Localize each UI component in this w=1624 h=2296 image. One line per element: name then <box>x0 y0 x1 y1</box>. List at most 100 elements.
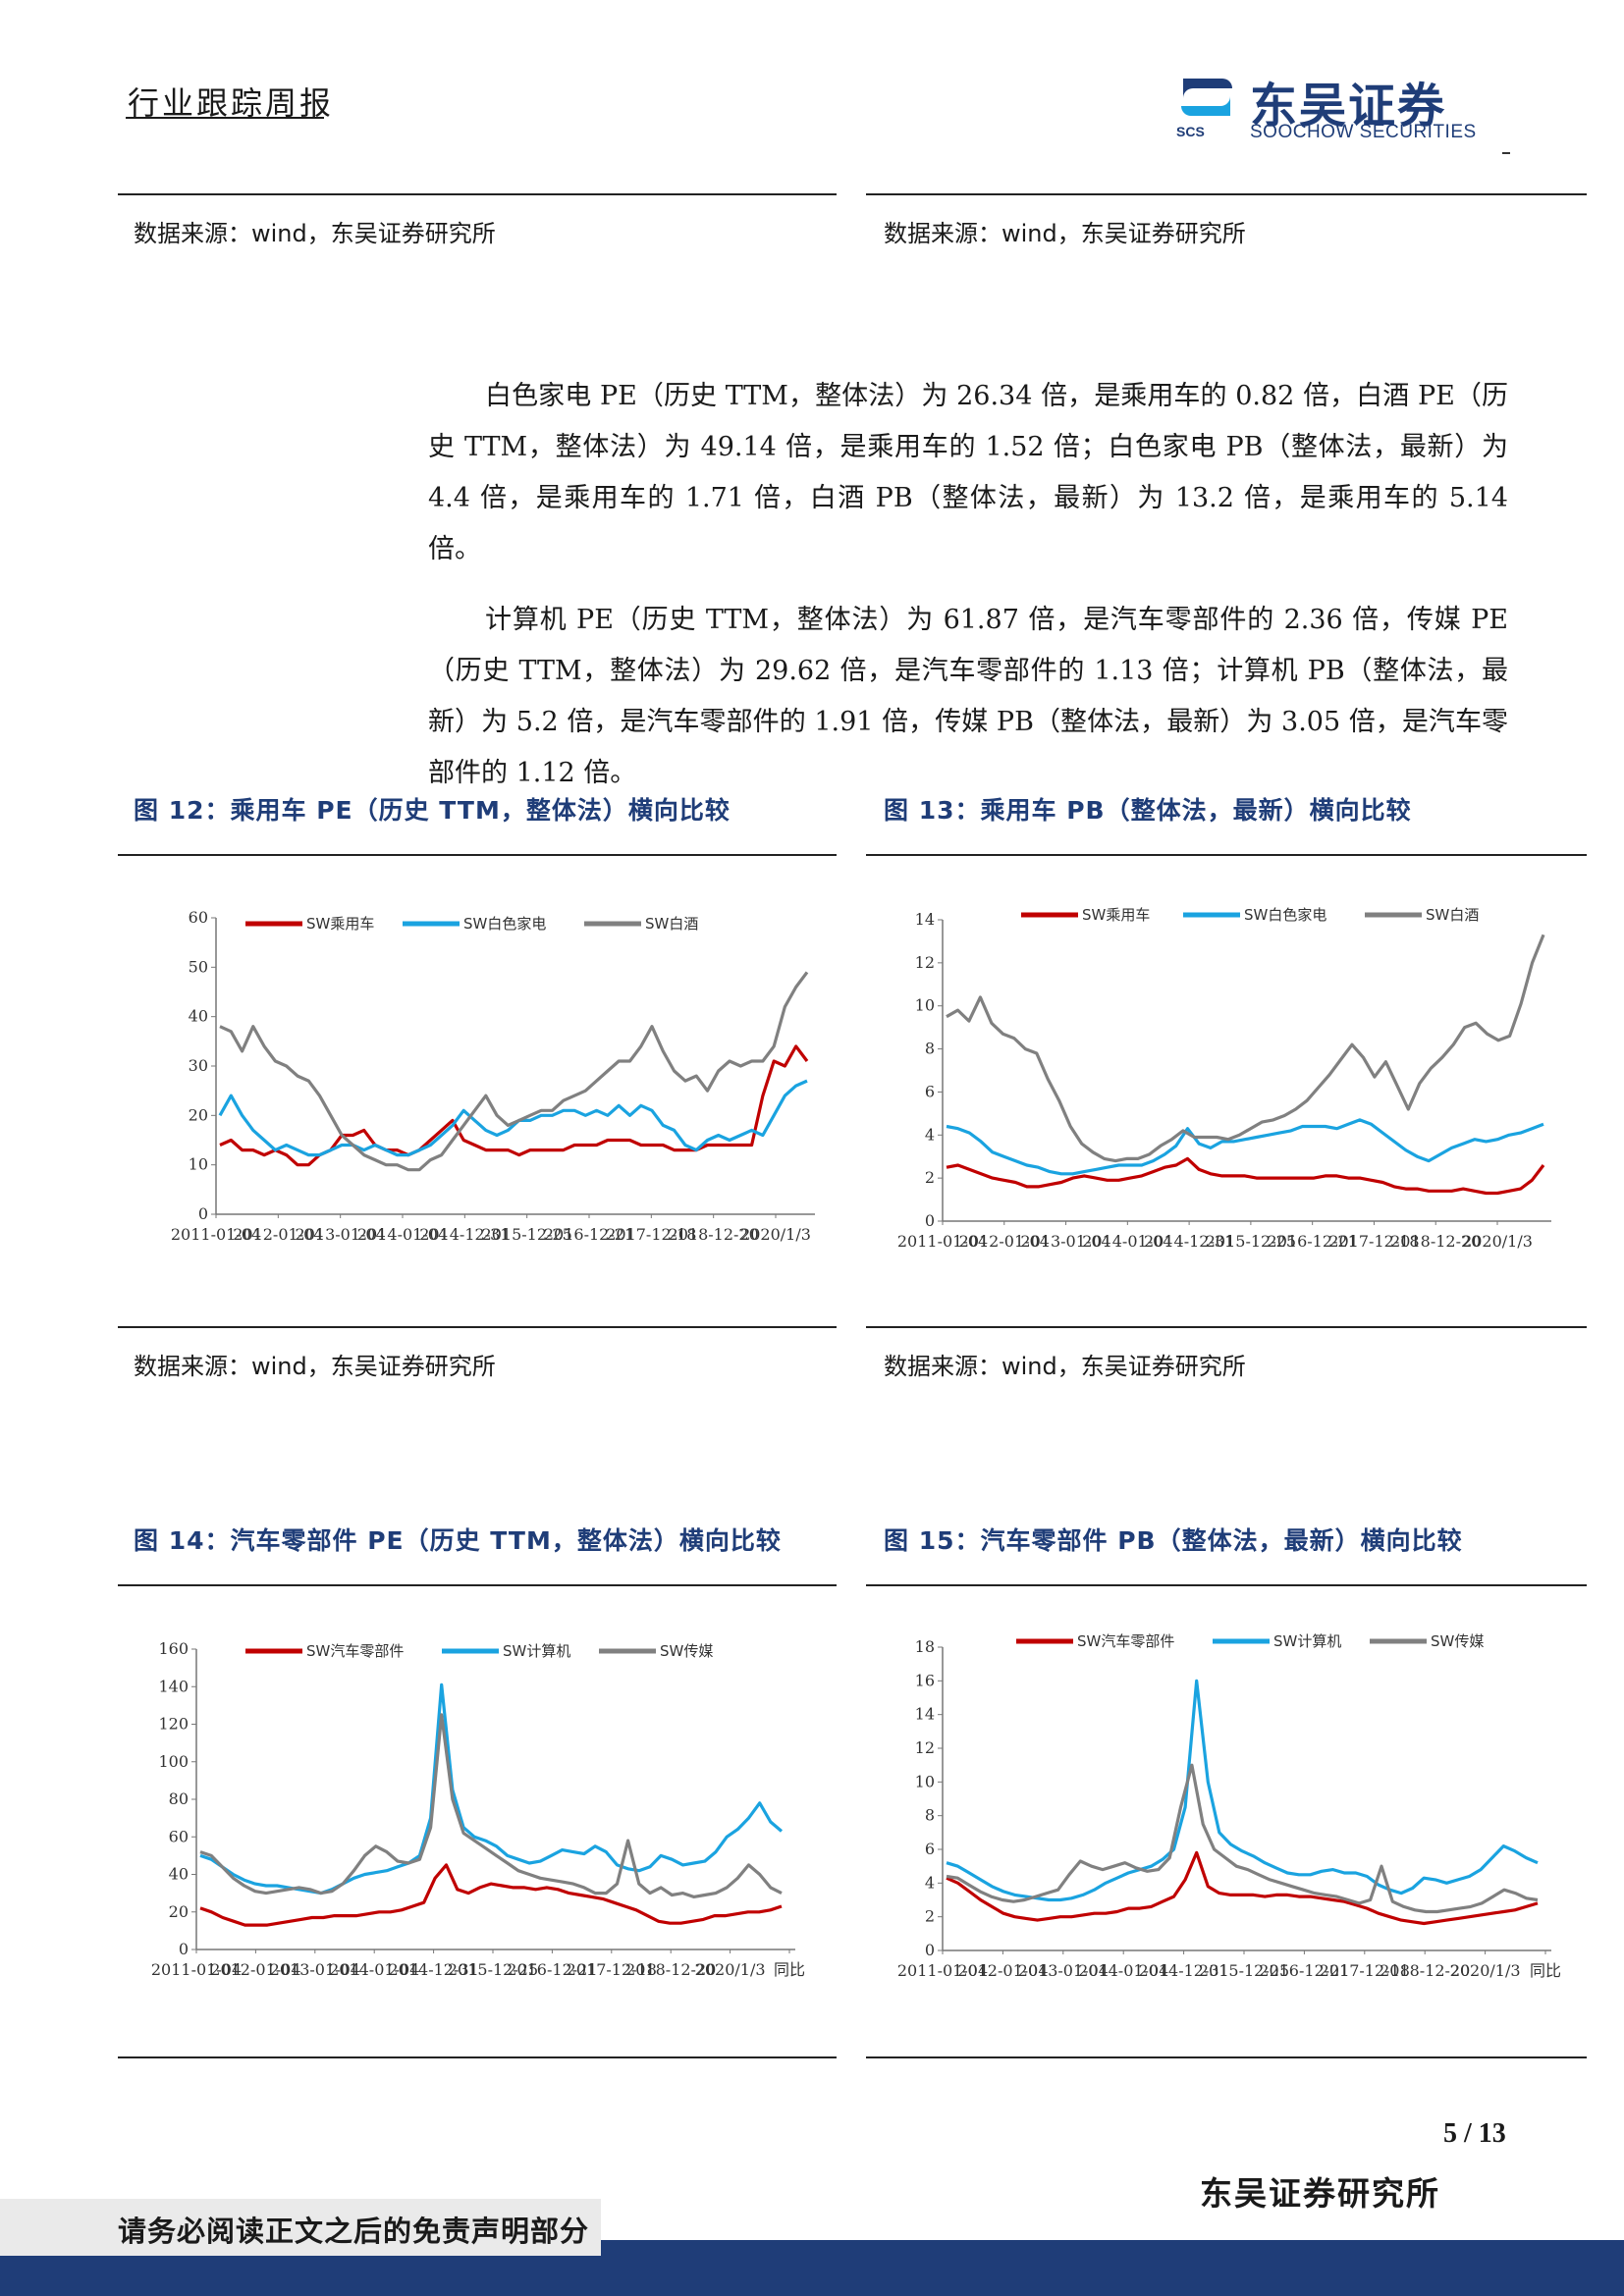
y-tick-label: 16 <box>915 1671 935 1689</box>
x-tick-label: 2014-12-31 <box>1144 1232 1234 1251</box>
fig15-chart: 0 2 4 6 8 10 12 14 16 18 2011-01-042012-01-042013-… <box>897 1632 1561 1980</box>
y-tick-label: 8 <box>925 1040 935 1058</box>
disclaimer-text: 请务必阅读正文之后的免责声明部分 <box>118 2215 590 2248</box>
x-tick-label: 2014-01-04 <box>357 1225 448 1244</box>
y-tick-label: 0 <box>179 1940 189 1958</box>
series-line-2 <box>946 1118 1544 1176</box>
y-tick-label: 20 <box>189 1105 208 1124</box>
series-line-3 <box>946 1763 1539 1914</box>
y-tick-label: 18 <box>915 1637 935 1656</box>
legend-label: SW计算机 <box>1273 1632 1341 1650</box>
legend-label: SW白酒 <box>645 915 698 933</box>
legend-label: SW乘用车 <box>1082 906 1150 924</box>
x-tick-label: 2017-12-18 <box>567 1960 657 1979</box>
y-tick-label: 50 <box>189 957 208 976</box>
y-tick-label: 2 <box>925 1907 935 1926</box>
x-tick-label: 2011-01-04 <box>151 1960 242 1979</box>
x-tick-label: 2014-01-04 <box>1078 1961 1168 1980</box>
legend-label: SW白酒 <box>1426 906 1479 924</box>
fig12-title: 图 12：乘用车 PE（历史 TTM，整体法）横向比较 <box>134 796 731 825</box>
x-tick-label: 2014-12-31 <box>1138 1961 1228 1980</box>
x-tick-label: 2018-12-20 <box>1380 1961 1470 1980</box>
series-line-1 <box>199 1863 783 1927</box>
x-tick-label: 2017-12-18 <box>1328 1232 1419 1251</box>
disclaimer-background <box>0 2199 601 2256</box>
header-mark <box>1502 152 1510 154</box>
x-tick-label: 2018-12-20 <box>625 1960 716 1979</box>
y-tick-label: 10 <box>915 996 935 1015</box>
y-tick-label: 60 <box>169 1827 189 1845</box>
rule-fig13-bottom <box>866 1326 1587 1328</box>
rule-fig13-top <box>866 854 1587 856</box>
y-tick-label: 120 <box>158 1715 189 1734</box>
x-tick-label: 2015-12-25 <box>482 1225 572 1244</box>
series-line-2 <box>218 1079 808 1157</box>
x-tick-label: 2014-12-31 <box>388 1960 478 1979</box>
series-line-2 <box>199 1682 784 1896</box>
legend-label: SW乘用车 <box>306 915 374 933</box>
rule-fig12-bottom <box>118 1326 837 1328</box>
y-tick-label: 140 <box>158 1677 189 1695</box>
y-tick-label: 12 <box>915 1738 935 1757</box>
x-tick-label: 2012-01-04 <box>957 1961 1048 1980</box>
source-top-right: 数据来源：wind，东吴证券研究所 <box>884 220 1246 247</box>
legend-label: SW汽车零部件 <box>306 1642 404 1660</box>
y-tick-label: 160 <box>158 1639 189 1658</box>
logo-abbr: SCS <box>1176 124 1205 139</box>
x-tick-label: 2014-12-31 <box>419 1225 510 1244</box>
fig13-chart: 0 2 4 6 8 10 12 14 2011-01-042012-01-042013-01-0… <box>897 906 1551 1251</box>
y-tick-label: 80 <box>169 1789 189 1808</box>
soochow-logo-icon <box>1181 79 1232 116</box>
y-tick-label: 4 <box>925 1873 935 1892</box>
y-tick-label: 40 <box>189 1007 208 1026</box>
rule-fig14-top <box>118 1584 837 1586</box>
y-tick-label: 14 <box>915 910 935 929</box>
fig15-title: 图 15：汽车零部件 PB（整体法，最新）横向比较 <box>884 1526 1463 1555</box>
y-tick-label: 20 <box>169 1902 189 1921</box>
y-tick-label: 0 <box>925 1211 935 1230</box>
series-line-3 <box>219 971 809 1172</box>
logo-chinese: 东吴证券 <box>1250 79 1447 133</box>
x-tick-label: 2011-01-04 <box>171 1225 261 1244</box>
rule-fig15-top <box>866 1584 1587 1586</box>
x-tick-label: 2016-12-21 <box>1259 1961 1349 1980</box>
source-top-left: 数据来源：wind，东吴证券研究所 <box>134 220 496 247</box>
rule-fig12-top <box>118 854 837 856</box>
y-tick-label: 2 <box>925 1168 935 1187</box>
legend-label: SW汽车零部件 <box>1077 1632 1174 1650</box>
x-tick-label: 2020/1/3 <box>1462 1232 1533 1251</box>
x-tick-label: 2020/1/3 <box>695 1960 766 1979</box>
x-tick-label: 2020/1/3 <box>740 1225 811 1244</box>
legend-label: SW白色家电 <box>463 915 546 933</box>
x-tick-label: 2013-01-04 <box>270 1960 360 1979</box>
y-tick-label: 10 <box>189 1155 208 1174</box>
x-tick-label: 同比 <box>774 1960 805 1979</box>
x-tick-label: 2012-01-04 <box>959 1232 1050 1251</box>
body-text: 白色家电 PE（历史 TTM，整体法）为 26.34 倍，是乘用车的 0.82 … <box>428 371 1508 819</box>
report-type: 行业跟踪周报 <box>128 84 335 122</box>
rule-top-left <box>118 193 837 195</box>
y-tick-label: 4 <box>925 1125 935 1144</box>
footer-institute: 东吴证券研究所 <box>1200 2174 1440 2213</box>
y-tick-label: 0 <box>198 1204 208 1223</box>
x-tick-label: 2016-12-21 <box>1268 1232 1358 1251</box>
rule-top-right <box>866 193 1587 195</box>
x-tick-label: 2013-01-04 <box>1020 1232 1110 1251</box>
x-tick-label: 2015-12-25 <box>1206 1232 1296 1251</box>
paragraph-1: 白色家电 PE（历史 TTM，整体法）为 26.34 倍，是乘用车的 0.82 … <box>428 381 1508 564</box>
x-tick-label: 2013-01-04 <box>1018 1961 1109 1980</box>
y-tick-label: 14 <box>915 1705 935 1724</box>
rule-fig15-bottom <box>866 2056 1587 2058</box>
x-tick-label: 2012-01-04 <box>233 1225 323 1244</box>
fig12-chart: 0 10 20 30 40 50 60 2011-01-042012-01-042013-01… <box>171 908 815 1244</box>
series-line-2 <box>946 1679 1539 1902</box>
y-tick-label: 60 <box>189 908 208 927</box>
x-tick-label: 2018-12-20 <box>669 1225 759 1244</box>
y-tick-label: 100 <box>158 1752 189 1771</box>
fig13-source: 数据来源：wind，东吴证券研究所 <box>884 1353 1246 1380</box>
x-tick-label: 2011-01-04 <box>897 1232 988 1251</box>
fig14-title: 图 14：汽车零部件 PE（历史 TTM，整体法）横向比较 <box>134 1526 782 1555</box>
y-tick-label: 0 <box>925 1941 935 1959</box>
series-line-1 <box>219 1044 809 1167</box>
x-tick-label: 2013-01-04 <box>296 1225 386 1244</box>
